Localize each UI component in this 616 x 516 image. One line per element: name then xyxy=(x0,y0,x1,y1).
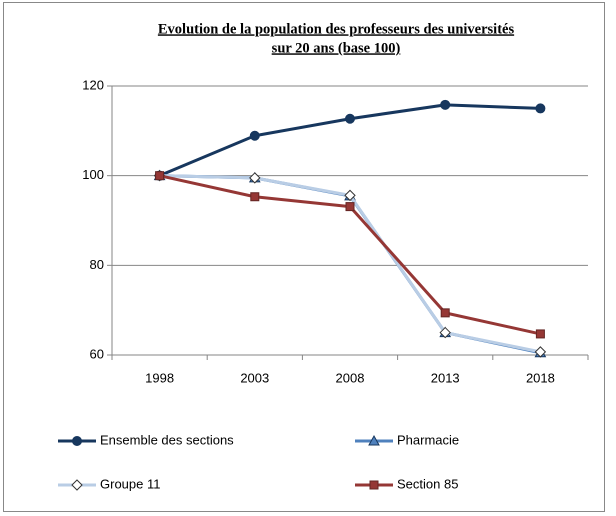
chart-title: Evolution de la population des professeu… xyxy=(158,21,515,37)
legend-marker xyxy=(369,480,379,490)
data-point xyxy=(440,308,450,318)
legend-marker xyxy=(72,436,82,446)
data-point xyxy=(535,329,545,339)
x-tick-label: 2018 xyxy=(526,370,555,385)
x-tick-label: 2003 xyxy=(240,370,269,385)
data-point xyxy=(534,346,547,358)
x-tick-label: 2013 xyxy=(431,370,460,385)
data-point xyxy=(249,172,261,184)
legend-marker xyxy=(71,479,83,491)
data-point xyxy=(535,103,546,114)
data-point xyxy=(249,130,260,141)
data-point xyxy=(345,113,355,124)
y-tick-label: 80 xyxy=(90,257,104,272)
legend-label: Ensemble des sections xyxy=(100,432,234,447)
legend-label: Section 85 xyxy=(397,476,458,491)
data-point xyxy=(344,189,356,202)
legend-label: Groupe 11 xyxy=(100,476,160,491)
x-tick-label: 2008 xyxy=(336,370,365,385)
data-point xyxy=(155,171,165,181)
legend-label: Pharmacie xyxy=(397,432,459,447)
data-point xyxy=(440,99,451,110)
data-point xyxy=(250,192,260,202)
chart-border xyxy=(3,2,605,512)
x-tick-label: 1998 xyxy=(145,370,174,385)
legend-marker xyxy=(368,434,380,446)
y-tick-label: 60 xyxy=(90,346,104,361)
chart-title: sur 20 ans (base 100) xyxy=(272,40,401,56)
y-tick-label: 120 xyxy=(82,77,104,92)
y-tick-label: 100 xyxy=(82,167,104,182)
data-point xyxy=(345,202,355,212)
data-point xyxy=(439,326,451,339)
